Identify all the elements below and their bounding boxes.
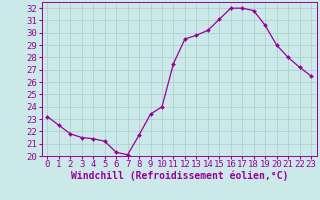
X-axis label: Windchill (Refroidissement éolien,°C): Windchill (Refroidissement éolien,°C) — [70, 171, 288, 181]
